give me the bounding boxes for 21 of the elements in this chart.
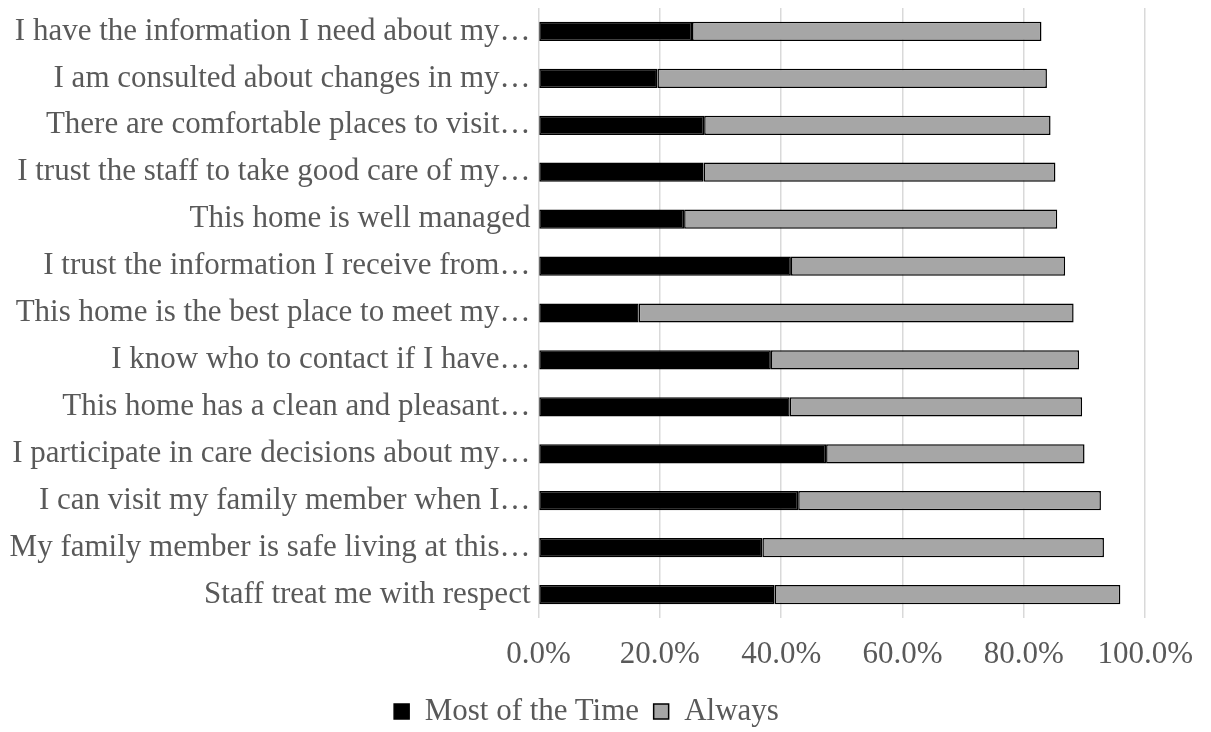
- y-tick-label: This home is well managed: [189, 199, 531, 235]
- y-tick-label: Staff treat me with respect: [203, 574, 531, 610]
- legend-label: Always: [684, 691, 779, 727]
- y-tick-label: I trust the staff to take good care of my…: [17, 152, 531, 188]
- y-tick-label: There are comfortable places to visit…: [45, 105, 531, 141]
- y-tick-label: I am consulted about changes in my…: [53, 58, 531, 94]
- legend-label: Most of the Time: [424, 691, 640, 727]
- y-tick-label: I participate in care decisions about my…: [12, 433, 531, 469]
- x-tick-label: 100.0%: [1097, 634, 1193, 670]
- x-tick-label: 20.0%: [619, 634, 700, 670]
- y-tick-label: My family member is safe living at this…: [9, 527, 531, 563]
- x-tick-label: 80.0%: [983, 634, 1064, 670]
- y-tick-label: This home is the best place to meet my…: [15, 293, 531, 329]
- x-tick-label: 60.0%: [862, 634, 943, 670]
- x-tick-label: 40.0%: [741, 634, 822, 670]
- y-tick-label: I have the information I need about my…: [14, 11, 531, 47]
- y-tick-label: I trust the information I receive from…: [43, 246, 531, 282]
- y-tick-label: This home has a clean and pleasant…: [62, 386, 531, 422]
- y-tick-label: I can visit my family member when I…: [38, 480, 531, 516]
- x-tick-label: 0.0%: [506, 634, 571, 670]
- y-tick-label: I know who to contact if I have…: [111, 340, 531, 376]
